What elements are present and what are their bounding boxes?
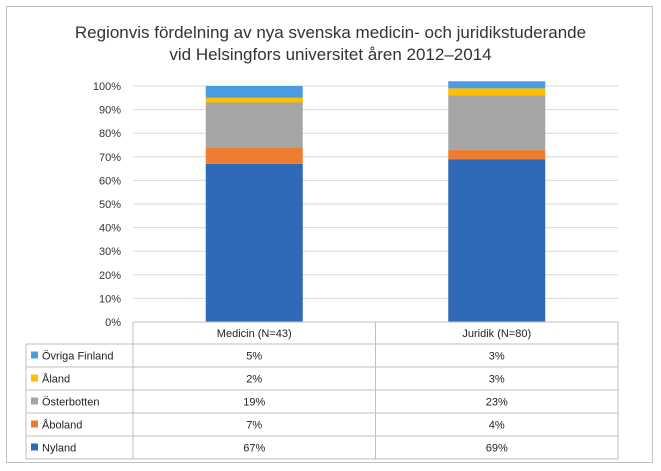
table-value: 3% [489,374,505,386]
bars [205,81,546,322]
bar-segment [448,149,546,160]
bar-segment [205,102,303,148]
chart-title: Regionvis fördelning av nya svenska medi… [0,22,661,66]
legend-label: Åland [42,373,70,386]
table-value: 5% [246,351,262,363]
y-tick-label: 10% [99,293,121,305]
category-label: Juridik (N=80) [462,328,531,340]
y-tick-label: 40% [99,223,121,235]
table-value: 69% [486,443,508,455]
legend-label: Åboland [42,419,82,432]
table-value: 19% [243,397,265,409]
bar-segment [205,97,303,103]
y-tick-label: 0% [105,317,121,329]
bar-segment [205,86,303,98]
legend-swatch [31,420,38,428]
table-value: 3% [489,351,505,363]
legend-swatch [31,443,38,451]
y-tick-label: 90% [99,105,121,117]
table-value: 2% [246,374,262,386]
bar-segment [205,147,303,164]
bar-segment [448,81,546,89]
bar-segment [448,95,546,150]
legend-swatch [31,374,38,382]
y-tick-label: 30% [99,246,121,258]
legend-label: Nyland [42,443,76,455]
bar-segment [448,159,546,322]
y-tick-label: 60% [99,175,121,187]
y-tick-label: 100% [93,81,121,93]
y-tick-label: 70% [99,152,121,164]
legend-swatch [31,351,38,359]
bar-segment [448,88,546,96]
chart-title-line1: Regionvis fördelning av nya svenska medi… [74,23,587,42]
legend-swatch [31,397,38,405]
table-value: 23% [486,397,508,409]
y-axis-ticks: 0% 10% 20% 30% 40% 50% 60% 70% 80% 90% 100% [93,81,121,329]
data-table: Medicin (N=43) Juridik (N=80) Övriga Finla… [25,321,619,460]
y-tick-label: 80% [99,128,121,140]
legend-label: Övriga Finland [42,351,114,363]
table-value: 67% [243,443,265,455]
chart-title-line2: vid Helsingfors universitet åren 2012–20… [169,45,492,64]
table-value: 4% [489,420,505,432]
category-label: Medicin (N=43) [217,328,292,340]
bar-segment [205,163,303,322]
table-value: 7% [246,420,262,432]
y-tick-label: 50% [99,199,121,211]
legend-label: Österbotten [42,397,99,409]
y-tick-label: 20% [99,270,121,282]
